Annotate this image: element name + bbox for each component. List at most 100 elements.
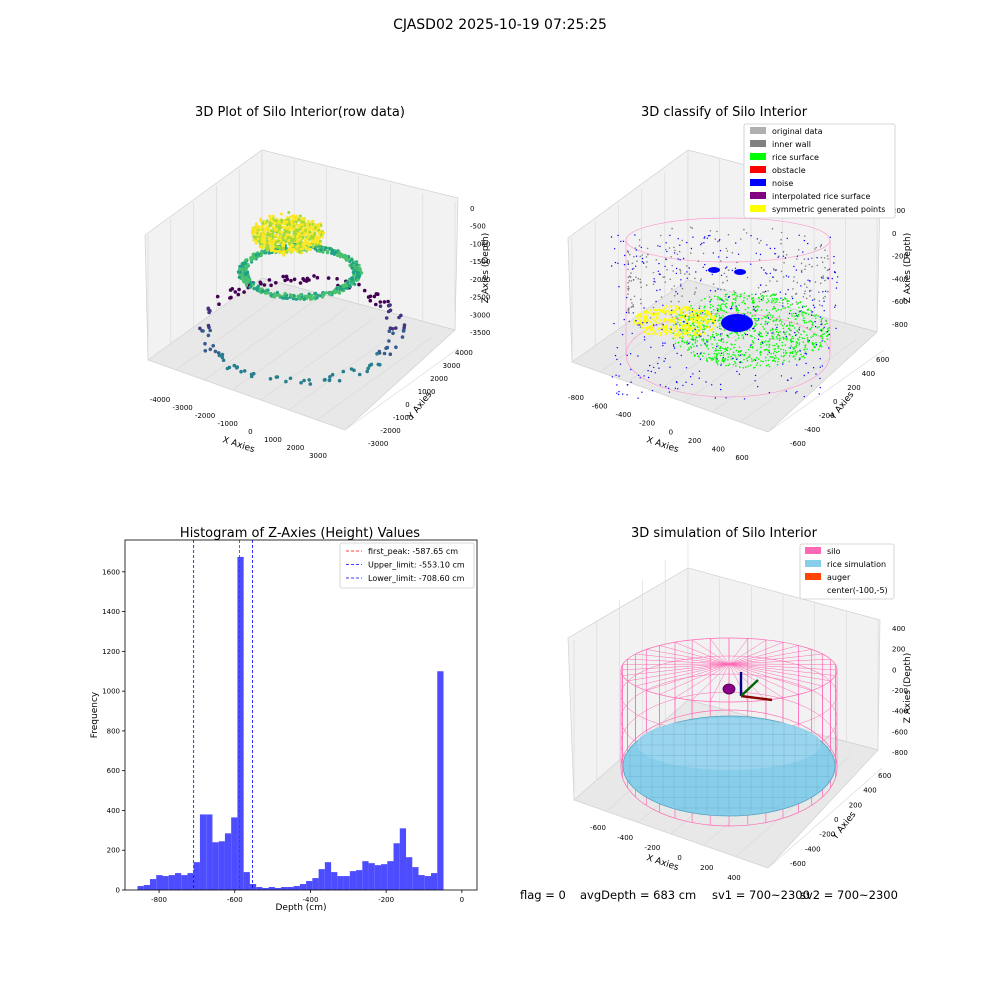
legend-swatch bbox=[750, 179, 766, 186]
z-tick-label: -1000 bbox=[470, 240, 490, 248]
y-tick-labels: 0 200 400 600 800 1000 1200 1400 1600 bbox=[102, 568, 125, 895]
histogram-bar bbox=[387, 861, 394, 890]
x-tick-label: 400 bbox=[712, 445, 725, 453]
histogram-bar bbox=[343, 876, 350, 890]
z-tick-label: 400 bbox=[892, 625, 905, 633]
x-tick-label: -200 bbox=[378, 896, 394, 904]
histogram-bar bbox=[156, 875, 163, 890]
y-tick-label: -200 bbox=[819, 412, 835, 420]
legend-label: first_peak: -587.65 cm bbox=[368, 547, 458, 556]
legend-swatch bbox=[805, 560, 821, 567]
x-axis-label: X Axies bbox=[645, 435, 680, 455]
legend-label: silo bbox=[827, 547, 841, 556]
raw-data-points bbox=[198, 211, 407, 386]
histogram-bar bbox=[262, 888, 269, 890]
legend-label: rice surface bbox=[772, 153, 819, 162]
x-tick-label: -200 bbox=[639, 420, 655, 428]
z-tick-label: -2500 bbox=[470, 294, 490, 302]
y-tick-label: 1000 bbox=[418, 388, 436, 396]
z-tick-label: -1500 bbox=[470, 258, 490, 266]
histogram-bar bbox=[349, 871, 357, 890]
x-tick-labels: -800 -600 -400 -200 0 bbox=[151, 890, 464, 904]
y-tick-label: -600 bbox=[790, 440, 806, 448]
x-tick-label: 0 bbox=[677, 854, 681, 862]
histogram-bar bbox=[431, 873, 438, 890]
histogram-bar bbox=[199, 814, 207, 890]
chart-title: Histogram of Z-Axies (Height) Values bbox=[180, 526, 420, 541]
histogram-bar bbox=[231, 817, 238, 890]
legend: silo rice simulation auger center(-100,-5) bbox=[799, 543, 895, 600]
x-tick-label: 0 bbox=[460, 896, 464, 904]
y-tick-label: 1200 bbox=[102, 648, 120, 656]
histogram-bar bbox=[149, 879, 157, 890]
histogram-bar bbox=[168, 875, 175, 890]
x-tick-labels: -800 -600 -400 -200 0 200 400 600 bbox=[568, 394, 749, 462]
x-tick-label: -2000 bbox=[195, 412, 215, 420]
z-tick-label: -400 bbox=[892, 708, 908, 716]
x-tick-label: -800 bbox=[151, 896, 167, 904]
histogram-bar bbox=[268, 887, 275, 890]
z-tick-label: -800 bbox=[892, 749, 908, 757]
z-tick-labels: 0 -500 -1000 -1500 -2000 -2500 -3000 -3500 bbox=[470, 205, 490, 337]
y-tick-labels: -3000 -2000 -1000 0 1000 2000 3000 4000 bbox=[368, 349, 473, 448]
z-tick-label: -2000 bbox=[470, 276, 490, 284]
y-tick-label: 400 bbox=[107, 807, 120, 815]
histogram-bar bbox=[293, 886, 300, 890]
z-axis-label: Z Axies (Depth) bbox=[903, 233, 913, 304]
x-tick-labels: -4000-3000-2000-1000 0 1000 2000 3000 bbox=[150, 396, 327, 460]
legend-label: Upper_limit: -553.10 cm bbox=[368, 561, 465, 570]
legend-swatch bbox=[805, 547, 821, 554]
legend-label: inner wall bbox=[772, 140, 811, 149]
legend-label: center(-100,-5) bbox=[827, 586, 888, 595]
avg-depth-readout: avgDepth = 683 cm bbox=[580, 888, 697, 902]
panel-simulation-3d: 3D simulation of Silo Interior -600-400-… bbox=[567, 526, 913, 882]
y-tick-label: 4000 bbox=[455, 349, 473, 357]
rice-simulation-surface bbox=[622, 715, 836, 817]
x-tick-label: -400 bbox=[615, 411, 631, 419]
y-tick-label: 1600 bbox=[102, 568, 120, 576]
x-tick-labels: -600 -400 -200 0 200 400 bbox=[590, 824, 741, 882]
z-tick-label: 200 bbox=[892, 646, 905, 654]
x-axis-label: X Axies bbox=[645, 853, 680, 873]
histogram-bar bbox=[324, 862, 332, 890]
y-axis-label: Frequency bbox=[90, 691, 100, 738]
histogram-bar bbox=[218, 841, 225, 890]
z-tick-label: 0 bbox=[470, 205, 474, 213]
classified-points bbox=[610, 226, 839, 400]
y-tick-label: 0 bbox=[116, 887, 120, 895]
histogram-bars bbox=[137, 556, 444, 890]
z-tick-labels: 400 200 0 -200 -400 -600 -800 bbox=[892, 625, 908, 757]
x-tick-label: 2000 bbox=[286, 444, 304, 452]
x-tick-label: -1000 bbox=[218, 420, 238, 428]
histogram-bar bbox=[299, 884, 307, 890]
y-tick-label: 200 bbox=[107, 847, 120, 855]
histogram-bar bbox=[256, 887, 263, 890]
x-tick-label: -400 bbox=[303, 896, 319, 904]
x-tick-label: -800 bbox=[568, 394, 584, 402]
histogram-bar bbox=[393, 843, 400, 890]
y-tick-label: 600 bbox=[876, 356, 889, 364]
auger-marker bbox=[722, 672, 773, 702]
x-tick-label: 200 bbox=[700, 864, 713, 872]
panel-raw-3d: 3D Plot of Silo Interior(row data) -4000… bbox=[144, 105, 491, 460]
histogram-bar bbox=[374, 865, 382, 890]
y-tick-label: 600 bbox=[878, 772, 891, 780]
histogram-bar bbox=[406, 857, 413, 890]
x-axis-label: X Axies bbox=[221, 435, 256, 455]
z-tick-label: 0 bbox=[892, 230, 896, 238]
panel-classify-3d: 3D classify of Silo Interior -800 -600 -40… bbox=[567, 105, 913, 462]
z-axis-label: Z Axies (Depth) bbox=[481, 233, 491, 304]
y-tick-label: -600 bbox=[790, 860, 806, 868]
y-tick-label: 1400 bbox=[102, 608, 120, 616]
z-tick-label: -3500 bbox=[470, 329, 490, 337]
y-tick-label: 400 bbox=[862, 370, 875, 378]
legend-swatch bbox=[750, 127, 766, 134]
x-tick-label: 600 bbox=[735, 454, 748, 462]
legend-label: noise bbox=[772, 179, 793, 188]
y-tick-label: -2000 bbox=[380, 427, 400, 435]
y-tick-label: -400 bbox=[804, 426, 820, 434]
y-tick-label: -3000 bbox=[368, 440, 388, 448]
sv1-readout: sv1 = 700~2300 bbox=[712, 888, 810, 902]
